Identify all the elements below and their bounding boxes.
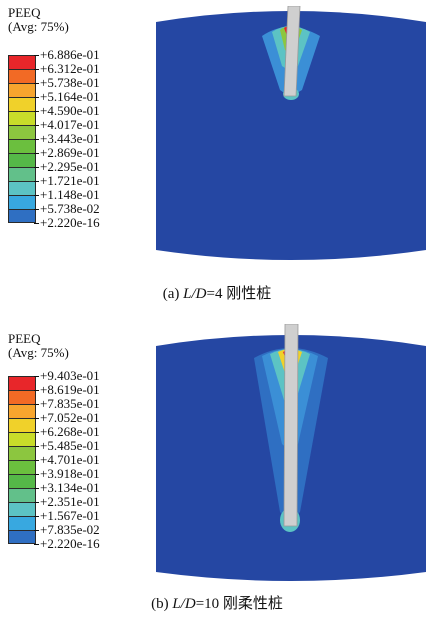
legend-averaging: (Avg: 75%)	[8, 345, 69, 360]
soil-body	[156, 11, 426, 260]
legend-value: +3.443e-01	[34, 131, 100, 146]
legend-value: +4.017e-01	[34, 117, 100, 132]
color-legend	[8, 376, 36, 544]
legend-value: +1.721e-01	[34, 173, 100, 188]
legend-value: +5.485e-01	[34, 438, 100, 453]
legend-swatch	[8, 488, 36, 502]
caption-rest: =4 刚性桩	[206, 286, 272, 302]
legend-swatch	[8, 125, 36, 139]
legend-value: +6.886e-01	[34, 47, 100, 62]
legend-value: +5.738e-01	[34, 75, 100, 90]
soil-model-b	[156, 324, 426, 581]
contour-panel-b: PEEQ (Avg: 75%) +9.403e-01 +8.619e-01 +7.8…	[0, 310, 434, 620]
legend-value: +4.701e-01	[34, 452, 100, 467]
color-legend	[8, 55, 36, 223]
caption-var: L/D	[172, 596, 196, 612]
soil-model-a	[156, 6, 426, 260]
legend-swatch	[8, 153, 36, 167]
legend-value: +2.351e-01	[34, 494, 100, 509]
legend-value: +1.148e-01	[34, 187, 100, 202]
caption-prefix: (a)	[162, 286, 184, 302]
legend-value: +7.835e-01	[34, 396, 100, 411]
legend-swatch	[8, 139, 36, 153]
legend-swatch	[8, 502, 36, 516]
caption-a: (a) L/D=4 刚性桩	[0, 282, 434, 303]
legend-swatch	[8, 69, 36, 83]
legend-swatch	[8, 474, 36, 488]
legend-swatch	[8, 97, 36, 111]
legend-value: +6.312e-01	[34, 61, 100, 76]
legend-value: +2.295e-01	[34, 159, 100, 174]
legend-value: +1.567e-01	[34, 508, 100, 523]
legend-value: +3.134e-01	[34, 480, 100, 495]
legend-value: +2.220e-16	[34, 215, 100, 230]
legend-swatch	[8, 418, 36, 432]
legend-swatch	[8, 516, 36, 530]
caption-var: L/D	[183, 286, 207, 302]
legend-value: +2.869e-01	[34, 145, 100, 160]
legend-variable: PEEQ	[8, 331, 41, 346]
legend-swatch	[8, 55, 36, 69]
legend-value: +3.918e-01	[34, 466, 100, 481]
legend-title: PEEQ (Avg: 75%)	[8, 332, 69, 360]
legend-value: +9.403e-01	[34, 368, 100, 383]
caption-prefix: (b)	[151, 596, 173, 612]
legend-swatch	[8, 530, 36, 544]
legend-value: +6.268e-01	[34, 424, 100, 439]
legend-swatch	[8, 404, 36, 418]
legend-value: +5.164e-01	[34, 89, 100, 104]
legend-value: +7.835e-02	[34, 522, 100, 537]
legend-title: PEEQ (Avg: 75%)	[8, 6, 69, 34]
legend-swatch	[8, 195, 36, 209]
legend-value: +7.052e-01	[34, 410, 100, 425]
pile	[283, 6, 301, 97]
legend-value: +8.619e-01	[34, 382, 100, 397]
legend-variable: PEEQ	[8, 5, 41, 20]
legend-averaging: (Avg: 75%)	[8, 19, 69, 34]
legend-swatch	[8, 167, 36, 181]
legend-swatch	[8, 83, 36, 97]
caption-rest: =10 刚柔性桩	[195, 596, 283, 612]
legend-swatch	[8, 209, 36, 223]
contour-panel-a: PEEQ (Avg: 75%) +6.886e-01 +6.312e-01 +5.7…	[0, 6, 434, 303]
legend-swatch	[8, 376, 36, 390]
legend-value: +4.590e-01	[34, 103, 100, 118]
legend-swatch	[8, 460, 36, 474]
legend-swatch	[8, 432, 36, 446]
legend-swatch	[8, 181, 36, 195]
legend-value: +2.220e-16	[34, 536, 100, 551]
legend-swatch	[8, 390, 36, 404]
pile	[283, 324, 299, 527]
legend-swatch	[8, 446, 36, 460]
caption-b: (b) L/D=10 刚柔性桩	[0, 592, 434, 613]
legend-value: +5.738e-02	[34, 201, 100, 216]
legend-swatch	[8, 111, 36, 125]
